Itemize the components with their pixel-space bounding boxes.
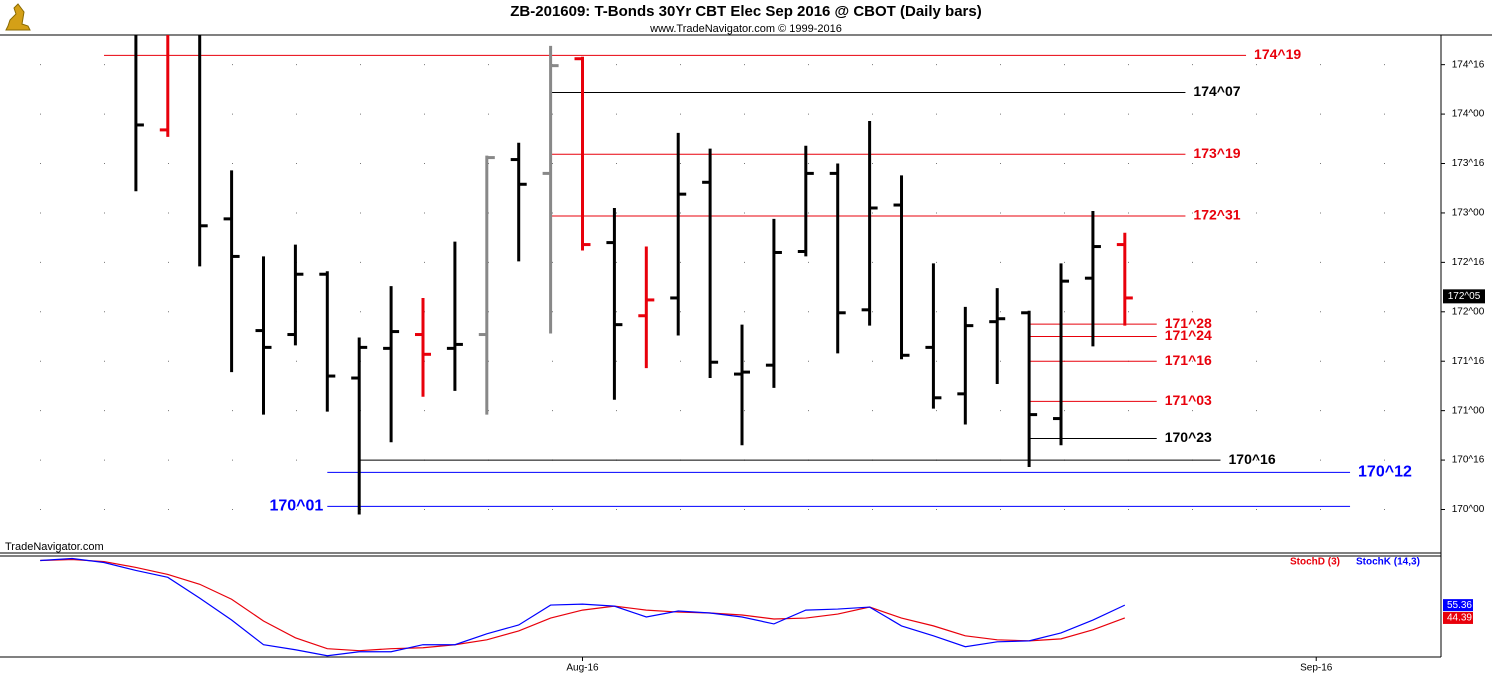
y-tick-label: 174^00	[1452, 109, 1485, 120]
watermark: TradeNavigator.com	[5, 541, 104, 553]
last-price-label: 172^05	[1448, 291, 1481, 302]
stoch-panel	[40, 557, 1126, 657]
y-tick-label: 172^16	[1452, 257, 1485, 268]
value-label: 44.39	[1447, 613, 1472, 624]
level-label: 172^31	[1193, 207, 1240, 223]
level-label: 171^24	[1165, 327, 1212, 343]
level-label: 173^19	[1193, 145, 1240, 161]
value-box	[1443, 611, 1473, 624]
legend-entry: StochK (14,3)	[1356, 557, 1420, 568]
last-price-box	[1443, 289, 1485, 304]
level-label: 171^28	[1165, 315, 1212, 331]
logo-shape	[5, 3, 31, 31]
level-label: 171^03	[1165, 392, 1212, 408]
y-tick-label: 173^00	[1452, 208, 1485, 219]
logo	[5, 3, 31, 31]
stoch-line	[40, 558, 1126, 652]
level-label: 170^12	[1358, 464, 1412, 481]
y-tick-label: 170^16	[1452, 455, 1485, 466]
y-tick-label: 173^16	[1452, 158, 1485, 169]
level-label: 170^01	[269, 498, 323, 515]
stoch-line	[40, 557, 1126, 657]
y-tick-label: 170^00	[1452, 504, 1485, 515]
x-tick-label: Sep-16	[1300, 663, 1333, 674]
value-label: 55.36	[1447, 600, 1472, 611]
level-label: 170^16	[1229, 451, 1276, 467]
level-label: 171^16	[1165, 352, 1212, 368]
y-tick-label: 174^16	[1452, 59, 1485, 70]
legend-entry: StochD (3)	[1290, 557, 1340, 568]
chart-title: ZB-201609: T-Bonds 30Yr CBT Elec Sep 201…	[510, 3, 981, 20]
level-label: 170^23	[1165, 429, 1212, 445]
y-tick-label: 172^00	[1452, 306, 1485, 317]
level-label: 174^19	[1254, 46, 1301, 62]
x-tick-label: Aug-16	[566, 663, 599, 674]
price-panel	[40, 35, 1440, 515]
level-label: 174^07	[1193, 83, 1240, 99]
value-box	[1443, 599, 1473, 612]
chart-subtitle: www.TradeNavigator.com © 1999-2016	[649, 23, 842, 35]
y-tick-label: 171^00	[1452, 405, 1485, 416]
y-tick-label: 171^16	[1452, 356, 1485, 367]
